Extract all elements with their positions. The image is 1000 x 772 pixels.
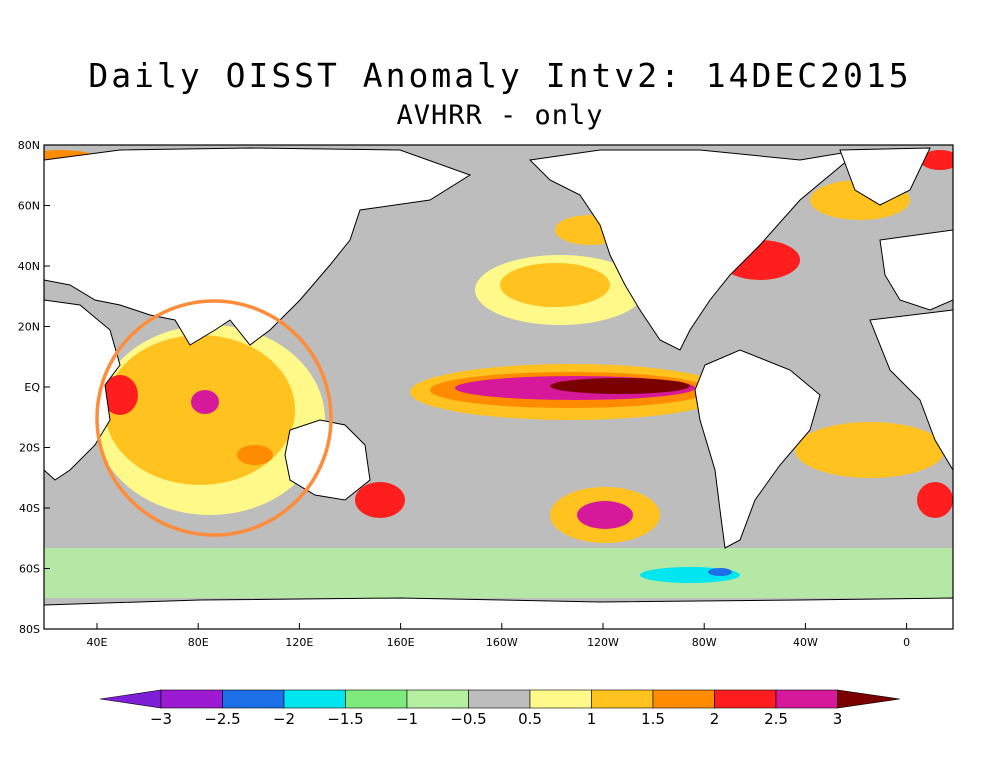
colorbar-label: −3 (150, 710, 172, 728)
colorbar-label: 1.5 (641, 710, 665, 728)
colorbar-segment (529, 689, 592, 709)
antarctica (44, 597, 953, 629)
colorbar-segment (468, 689, 531, 709)
lat-label: 40S (19, 502, 40, 515)
south-atlantic-warm-band (795, 422, 945, 478)
south-atlantic-hotspot (917, 482, 953, 518)
lat-label: 80N (18, 139, 40, 152)
colorbar-label: −1.5 (327, 710, 363, 728)
south-america (694, 349, 821, 549)
lon-label: 120E (285, 636, 313, 649)
north-america (528, 149, 862, 351)
colorbar-label: 3 (833, 710, 843, 728)
south-pacific-warm-core (577, 501, 633, 529)
lat-label: 80S (19, 623, 40, 636)
lon-label: 80E (188, 636, 209, 649)
color-bar-labels: −3 −2.5 −2 −1.5 −1 −0.5 0.5 1 1.5 2 2.5 3 (150, 710, 842, 728)
lat-label: 40N (18, 260, 40, 273)
colorbar-label: −1 (396, 710, 418, 728)
colorbar-segment (283, 689, 346, 709)
lat-label: 20N (18, 321, 40, 334)
map-title: Daily OISST Anomaly Intv2: 14DEC2015 (88, 56, 912, 95)
lon-label: 80W (692, 636, 717, 649)
latitude-labels: 80N 60N 40N 20N EQ 20S 40S 60S 80S (18, 139, 50, 636)
map-subtitle: AVHRR - only (396, 100, 604, 131)
southern-ocean-cool-band (44, 548, 953, 598)
lon-label: 40W (793, 636, 818, 649)
lat-label: EQ (24, 381, 40, 394)
greenland (839, 147, 931, 206)
africa (44, 299, 121, 481)
map-field (44, 145, 953, 629)
europe-east-edge (879, 229, 953, 311)
lon-label: 40E (87, 636, 108, 649)
colorbar-segment (345, 689, 408, 709)
colorbar-label: −0.5 (450, 710, 486, 728)
colorbar-segment (652, 689, 715, 709)
colorbar-left-arrow (99, 689, 162, 709)
north-pacific-warm-core (500, 263, 610, 307)
colorbar-label: −2.5 (204, 710, 240, 728)
el-nino-core (550, 378, 690, 394)
colorbar-label: 1 (587, 710, 597, 728)
lon-label: 160E (387, 636, 415, 649)
eurasia (44, 147, 472, 346)
indian-ocean-hotspot-central (191, 390, 219, 414)
cold-anomaly-core (708, 568, 732, 576)
land-masses (44, 147, 953, 629)
colorbar-label: −2 (273, 710, 295, 728)
lon-label: 0 (903, 636, 910, 649)
colorbar-segment (160, 689, 223, 709)
arctic-warm-east (920, 150, 953, 170)
colorbar-right-arrow (837, 689, 901, 709)
lat-label: 60S (19, 563, 40, 576)
longitude-labels: 40E 80E 120E 160E 160W 120W 80W 40W 0 (87, 623, 910, 649)
africa-east-edge (869, 309, 953, 471)
lon-label: 160W (486, 636, 518, 649)
lat-label: 60N (18, 200, 40, 213)
tasman-sea-warm (355, 482, 405, 518)
colorbar-segment (222, 689, 285, 709)
colorbar-label: 2.5 (764, 710, 788, 728)
colorbar-segment (406, 689, 469, 709)
colorbar-label: 0.5 (518, 710, 542, 728)
colorbar-label: 2 (710, 710, 720, 728)
lon-label: 120W (587, 636, 619, 649)
colorbar-segment (714, 689, 777, 709)
lat-label: 20S (19, 442, 40, 455)
color-bar (99, 689, 901, 709)
indian-ocean-hotspot-east (237, 445, 273, 465)
colorbar-segment (775, 689, 838, 709)
colorbar-segment (591, 689, 654, 709)
indian-ocean-hotspot-west (102, 375, 138, 415)
highlight-circle (95, 299, 333, 537)
